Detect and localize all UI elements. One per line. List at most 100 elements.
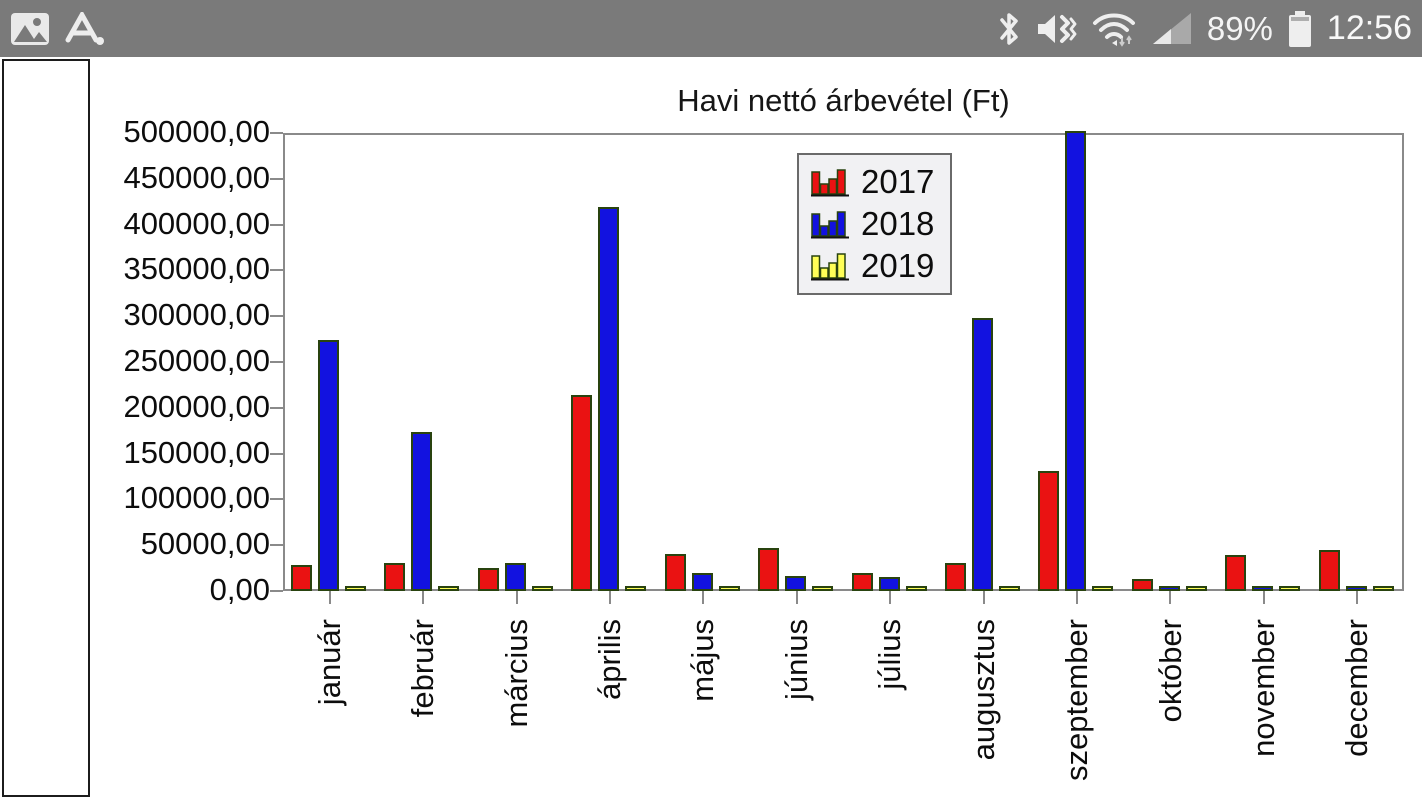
x-tick-mark [422, 591, 425, 604]
app-area: Havi nettó árbevétel (Ft) 500000,00 45000… [0, 57, 1422, 800]
bar-2018-október [1158, 586, 1180, 591]
y-tick-label: 500000,00 [123, 114, 270, 149]
bar-2019-november [1279, 586, 1301, 591]
x-axis-labels: január február március április május június jú… [283, 619, 1404, 799]
bar-2018-december [1345, 586, 1367, 591]
x-axis-label-december: december [1339, 619, 1375, 757]
x-axis-label-augusztus: augusztus [965, 619, 1001, 761]
month-slot: július [844, 619, 937, 799]
x-axis-label-június: június [778, 619, 814, 700]
y-tick-mark [270, 223, 283, 226]
bar-2017-október [1131, 579, 1153, 591]
bar-2019-május [718, 586, 740, 591]
bar-2017-január [291, 565, 312, 591]
bluetooth-icon [997, 10, 1021, 48]
bar-2019-október [1185, 586, 1207, 591]
bar-2017-május [664, 554, 686, 591]
bar-2019-április [625, 586, 647, 591]
a-dot-icon [64, 11, 106, 46]
x-tick-mark [1356, 591, 1359, 604]
x-axis-label-július: július [872, 619, 908, 690]
bar-2017-december [1318, 550, 1340, 591]
bar-2018-február [411, 432, 433, 591]
bar-2018-augusztus [971, 318, 993, 591]
bar-2018-szeptember [1065, 131, 1087, 591]
bar-2019-július [905, 586, 927, 591]
bar-2019-március [531, 586, 553, 591]
x-axis-label-október: október [1152, 619, 1188, 723]
legend-swatch-icon [811, 209, 849, 239]
bar-2018-május [691, 573, 713, 591]
bar-2017-február [384, 563, 406, 591]
legend: 2017 2018 2019 [797, 153, 953, 295]
legend-swatch-icon [811, 167, 849, 197]
y-tick-label: 350000,00 [123, 251, 270, 287]
bar-2017-június [758, 548, 780, 591]
bar-2019-január [345, 586, 366, 591]
x-tick-mark [515, 591, 518, 604]
bar-2017-április [571, 395, 593, 591]
legend-row-2017: 2017 [811, 163, 934, 201]
clock: 12:56 [1326, 9, 1412, 47]
y-tick-mark [270, 498, 283, 501]
chart-canvas[interactable]: Havi nettó árbevétel (Ft) 500000,00 45000… [90, 57, 1422, 800]
x-tick-mark [702, 591, 705, 604]
y-tick-label: 100000,00 [123, 480, 270, 516]
bar-2019-szeptember [1092, 586, 1114, 591]
bar-2018-július [878, 577, 900, 591]
x-axis-label-május: május [685, 619, 721, 702]
month-slot: augusztus [937, 619, 1030, 799]
bar-2017-július [851, 573, 873, 591]
cell-signal-icon [1151, 10, 1193, 48]
y-tick-mark [270, 315, 283, 318]
chart-title: Havi nettó árbevétel (Ft) [677, 83, 1010, 118]
plot-area [283, 131, 1404, 591]
y-tick-label: 250000,00 [123, 343, 270, 378]
month-slot: október [1124, 619, 1217, 799]
month-slot: december [1311, 619, 1404, 799]
bar-2018-november [1252, 586, 1274, 591]
bar-2019-december [1372, 586, 1394, 591]
plot-frame [283, 133, 1404, 591]
bar-2018-június [785, 576, 807, 591]
y-tick-mark [270, 544, 283, 547]
battery-percent: 89% [1206, 9, 1273, 47]
y-tick-mark [270, 590, 283, 592]
x-tick-mark [889, 591, 892, 604]
x-tick-mark [1262, 591, 1265, 604]
legend-label: 2018 [861, 205, 935, 242]
y-tick-label: 400000,00 [123, 205, 270, 241]
bar-2017-szeptember [1038, 471, 1060, 591]
x-axis-label-november: november [1245, 619, 1281, 757]
y-tick-label: 300000,00 [123, 297, 270, 333]
x-axis-label-február: február [405, 619, 441, 718]
bar-2019-június [812, 586, 834, 591]
bar-2018-január [318, 340, 339, 591]
x-tick-mark [608, 591, 611, 604]
bar-2017-augusztus [944, 563, 966, 591]
month-slot: április [563, 619, 656, 799]
bar-2019-augusztus [998, 586, 1020, 591]
month-slot: május [657, 619, 750, 799]
y-tick-mark [270, 132, 283, 134]
bar-2017-március [477, 568, 499, 591]
month-slot: március [470, 619, 563, 799]
x-axis-label-március: március [498, 619, 534, 728]
month-slot: február [376, 619, 469, 799]
y-tick-mark [270, 177, 283, 180]
bar-2018-március [504, 563, 526, 591]
bar-2018-április [598, 207, 620, 591]
status-bar[interactable]: 89% 12:56 [0, 0, 1422, 57]
y-tick-label: 150000,00 [123, 434, 270, 470]
y-tick-mark [270, 452, 283, 455]
x-axis-label-szeptember: szeptember [1059, 619, 1095, 781]
x-axis-label-január: január [311, 619, 347, 706]
x-axis-label-április: április [591, 619, 627, 700]
x-tick-mark [795, 591, 798, 604]
legend-row-2018: 2018 [811, 205, 934, 243]
y-tick-label: 0,00 [209, 572, 270, 607]
bar-2017-november [1225, 555, 1247, 591]
month-slot: január [283, 619, 376, 799]
mute-vibrate-icon [1035, 10, 1077, 48]
month-slot: november [1217, 619, 1310, 799]
